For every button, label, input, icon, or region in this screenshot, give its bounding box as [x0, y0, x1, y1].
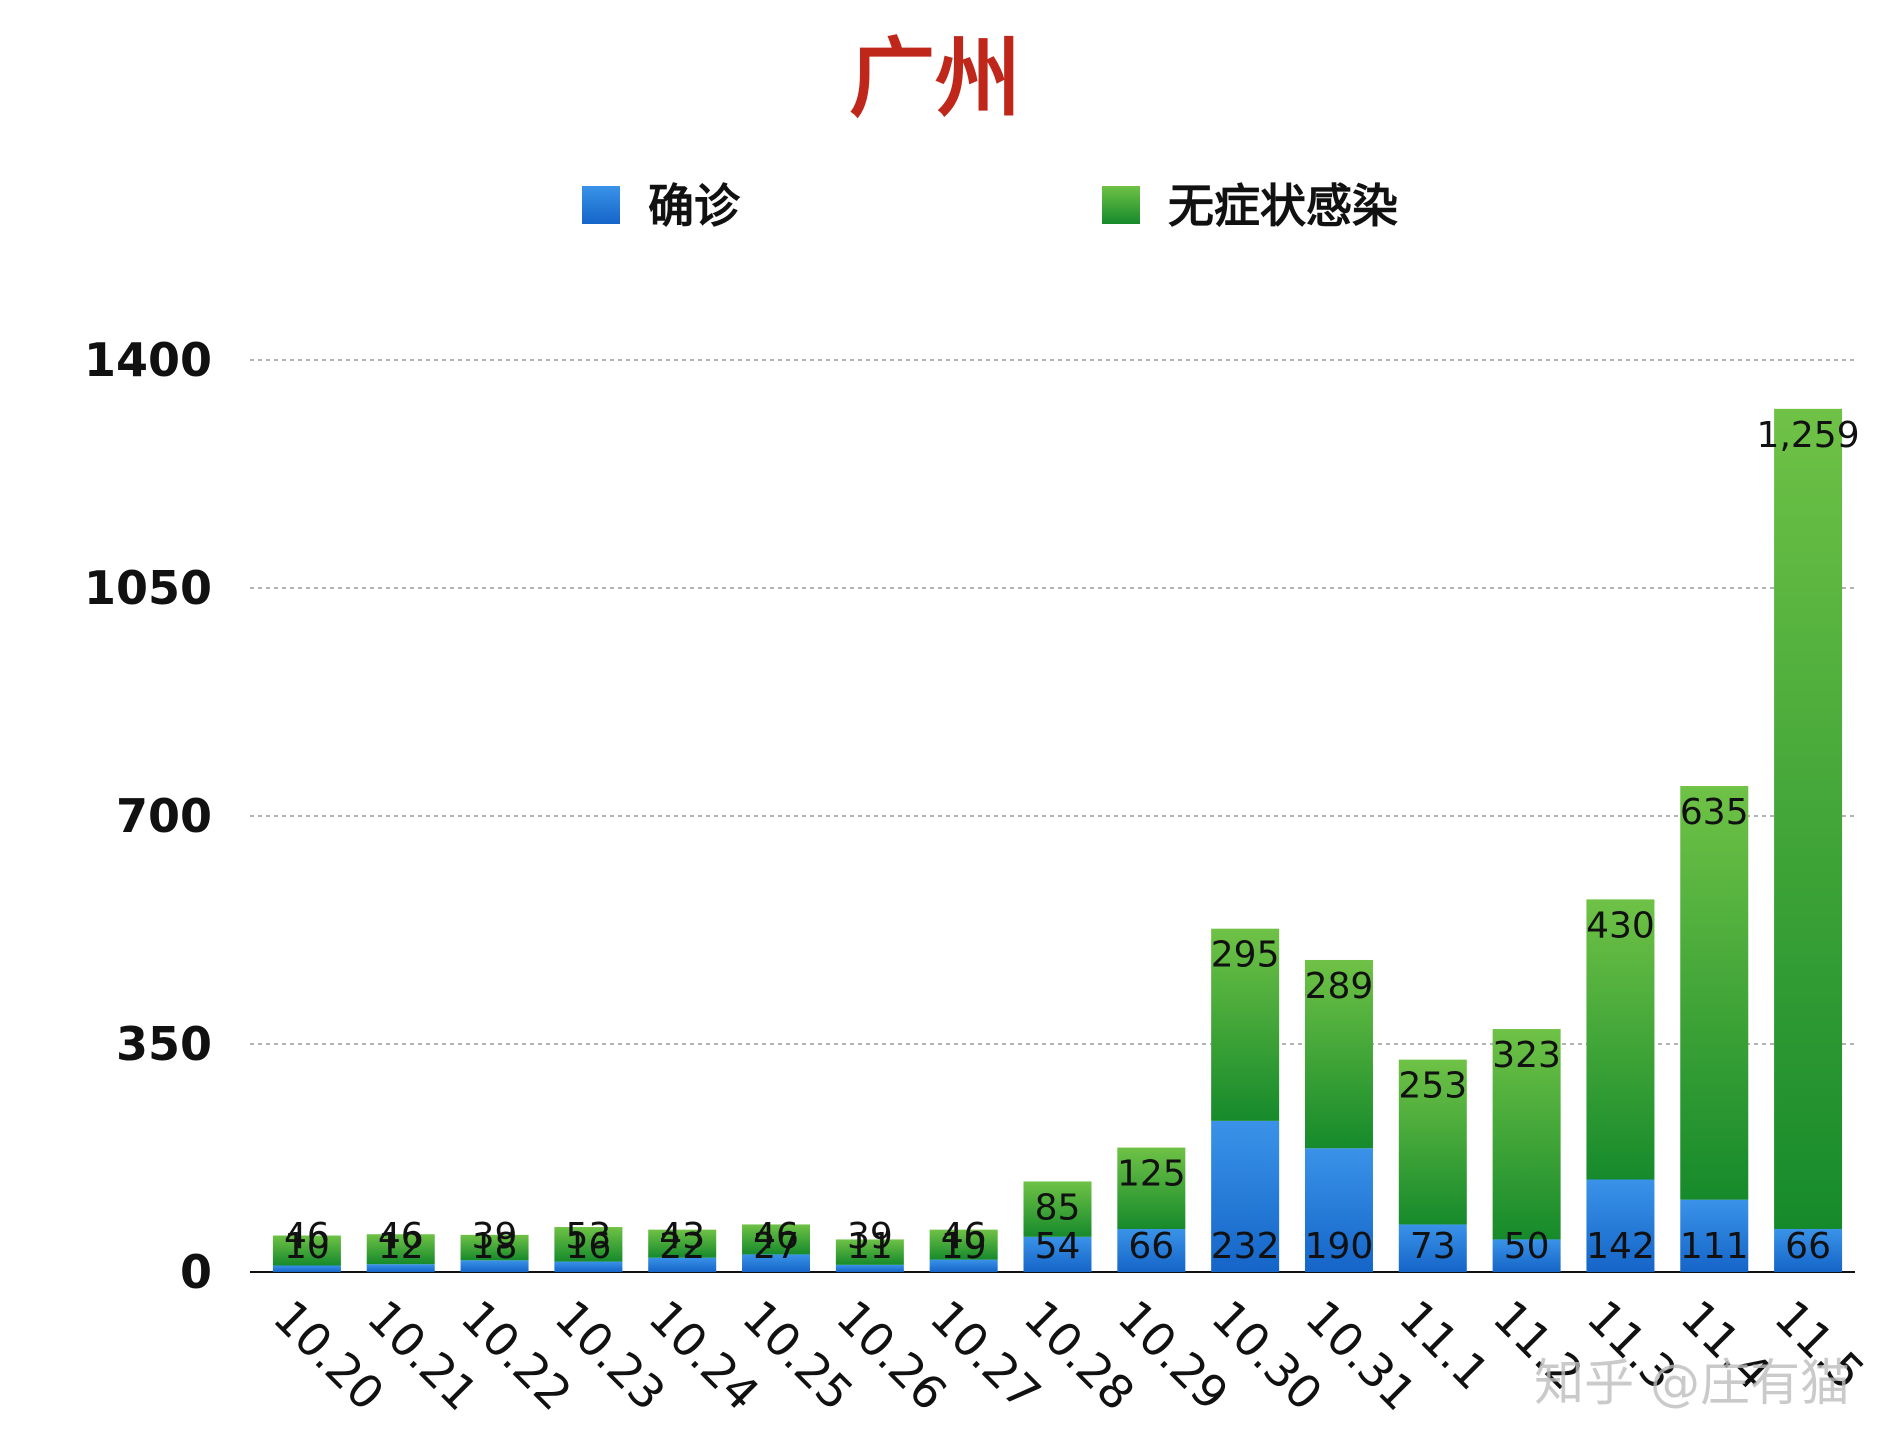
bar-confirmed: [1117, 1229, 1186, 1272]
bar-confirmed: [460, 1260, 529, 1272]
data-label-asymptomatic: 430: [1586, 905, 1655, 946]
bar-asymptomatic: [272, 1235, 341, 1266]
data-label-asymptomatic: 289: [1305, 966, 1374, 1007]
data-label-confirmed: 54: [1035, 1226, 1081, 1267]
data-label-confirmed: 73: [1410, 1226, 1456, 1267]
bar-confirmed: [366, 1264, 435, 1272]
bar-asymptomatic: [1680, 786, 1749, 1200]
bar-asymptomatic: [929, 1229, 998, 1260]
bar-confirmed: [929, 1259, 998, 1272]
data-label-confirmed: 16: [565, 1226, 611, 1267]
bar-asymptomatic: [1304, 959, 1373, 1149]
data-label-confirmed: 142: [1586, 1226, 1655, 1267]
data-label-confirmed: 66: [1128, 1226, 1174, 1267]
data-label-confirmed: 66: [1785, 1226, 1831, 1267]
data-label-asymptomatic: 46: [284, 1216, 330, 1257]
data-label-asymptomatic: 43: [659, 1216, 705, 1257]
data-label-confirmed: 11: [847, 1226, 893, 1267]
data-label-confirmed: 50: [1504, 1226, 1550, 1267]
bar-asymptomatic: [648, 1229, 717, 1258]
data-label-confirmed: 12: [378, 1226, 424, 1267]
bar-confirmed: [272, 1265, 341, 1272]
data-label-confirmed: 10: [284, 1226, 330, 1267]
data-label-confirmed: 18: [472, 1226, 518, 1267]
data-label-asymptomatic: 39: [847, 1216, 893, 1257]
data-label-asymptomatic: 1,259: [1757, 415, 1860, 456]
bar-asymptomatic: [835, 1239, 904, 1265]
data-label-asymptomatic: 323: [1492, 1035, 1561, 1076]
bar-confirmed: [835, 1264, 904, 1272]
data-label-confirmed: 232: [1211, 1226, 1280, 1267]
chart-title: 广州: [849, 29, 1021, 129]
y-tick-label: 0: [180, 1245, 212, 1299]
legend-swatch-confirmed: [582, 186, 620, 224]
data-label-asymptomatic: 635: [1680, 792, 1749, 833]
bar-asymptomatic: [554, 1227, 623, 1262]
data-label-asymptomatic: 39: [472, 1216, 518, 1257]
bar-confirmed: [1023, 1236, 1092, 1272]
bar-asymptomatic: [1117, 1147, 1186, 1230]
bar-confirmed: [554, 1261, 623, 1272]
data-label-asymptomatic: 125: [1117, 1154, 1186, 1195]
legend-label-confirmed: 确诊: [648, 179, 741, 233]
data-label-asymptomatic: 46: [753, 1216, 799, 1257]
data-label-asymptomatic: 85: [1035, 1187, 1081, 1228]
bar-asymptomatic: [366, 1234, 435, 1265]
bar-asymptomatic: [742, 1224, 811, 1255]
legend-swatch-asymptomatic: [1102, 186, 1140, 224]
bar-confirmed: [1304, 1148, 1373, 1272]
bar-asymptomatic: [1023, 1181, 1092, 1237]
y-tick-label: 1400: [84, 333, 212, 387]
bar-asymptomatic: [1774, 408, 1843, 1230]
bar-asymptomatic: [460, 1234, 529, 1261]
legend-label-asymptomatic: 无症状感染: [1168, 179, 1398, 233]
data-label-asymptomatic: 295: [1211, 935, 1280, 976]
bar-confirmed: [1586, 1179, 1655, 1272]
bar-asymptomatic: [1211, 928, 1280, 1121]
legend: 确诊 无症状感染: [582, 179, 1398, 233]
data-label-confirmed: 190: [1305, 1226, 1374, 1267]
bar-asymptomatic: [1398, 1059, 1467, 1225]
watermark: 知乎 @庄有猫: [1534, 1354, 1850, 1412]
data-label-confirmed: 19: [941, 1226, 987, 1267]
bar-confirmed: [648, 1257, 717, 1272]
y-tick-label: 1050: [84, 561, 212, 615]
data-label-confirmed: 111: [1680, 1226, 1749, 1267]
data-label-confirmed: 22: [659, 1226, 705, 1267]
data-label-asymptomatic: 46: [941, 1216, 987, 1257]
bar-confirmed: [742, 1254, 811, 1272]
data-label-confirmed: 27: [753, 1226, 799, 1267]
bar-confirmed: [1211, 1120, 1280, 1272]
bar-asymptomatic: [1492, 1029, 1561, 1240]
data-label-asymptomatic: 253: [1398, 1066, 1467, 1107]
bar-confirmed: [1774, 1229, 1843, 1272]
data-label-asymptomatic: 53: [565, 1216, 611, 1257]
y-tick-label: 350: [116, 1017, 212, 1071]
bar-confirmed: [1492, 1239, 1561, 1272]
data-label-asymptomatic: 46: [378, 1216, 424, 1257]
bar-asymptomatic: [1586, 899, 1655, 1180]
bar-confirmed: [1398, 1224, 1467, 1272]
y-tick-label: 700: [116, 789, 212, 843]
bar-confirmed: [1680, 1199, 1749, 1272]
